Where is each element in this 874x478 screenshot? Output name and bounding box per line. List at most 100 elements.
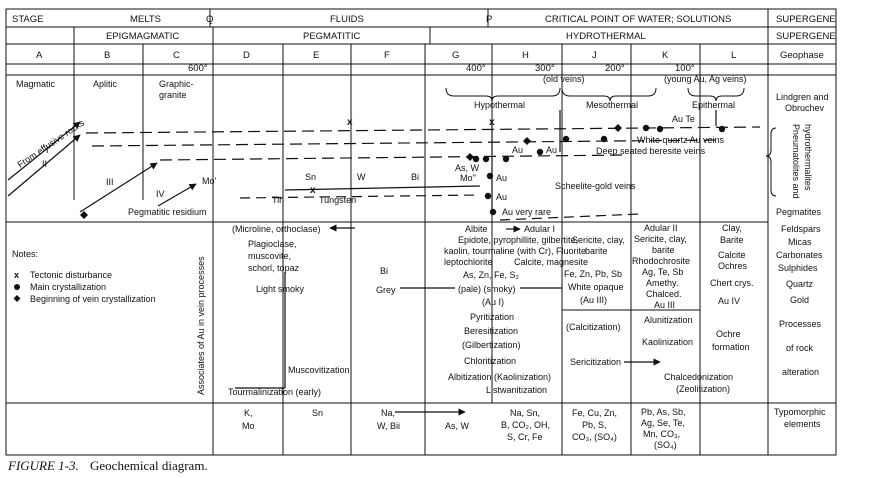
header-supergene-2: SUPERGENE [776,31,836,42]
col-f: F [384,50,390,61]
legend-main: Main crystallization [30,282,106,292]
header-q: Q [206,14,213,25]
label-tin: Tin [272,195,284,205]
col-j: J [592,50,597,61]
mineral-white-opaque: White opaque [568,282,624,292]
typo-f-2: W, Bii [377,421,400,431]
line-effusive-upper [7,121,81,181]
diamond-beginning [614,124,622,132]
stage-mesothermal: Mesothermal [586,100,638,110]
label-au-3: Au [512,145,523,155]
typo-k-4: (SO₄) [654,440,677,450]
sg-typomorphic-1: Typomorphic [774,407,826,417]
typo-k-3: Mn, CO₃, [643,429,680,439]
process-chloritization: Chloritization [464,356,516,366]
header-hydrothermal: HYDROTHERMAL [566,31,646,42]
dot-main [600,135,608,143]
processes: Pyritization Beresitization (Gilbertizat… [228,312,750,397]
notes-title: Notes: [12,249,38,259]
caption-figure-number: FIGURE 1-3. [8,458,79,473]
typo-e-1: Sn [312,408,323,418]
table-grid [5,8,837,456]
temp-300: 300° [535,63,555,74]
header-supergene: SUPERGENE [776,14,836,25]
col-a: A [36,50,43,61]
sg-typomorphic-2: elements [784,419,821,429]
label-white-quartz: White quartz Au veins [637,135,725,145]
markers: x x x [80,117,726,219]
dot-main [562,135,570,143]
typo-d-1: K, [244,408,253,418]
label-mo-prime: Mo' [202,176,217,186]
brace-hypothermal [445,87,561,102]
stage-labels: Magmatic Aplitic Graphic- granite (old v… [16,74,829,199]
col-g: G [452,50,459,61]
mineral-barite-l: Barite [720,235,744,245]
typo-j-3: CO₃, (SO₄) [572,432,617,442]
mineral-grey: Grey [376,285,396,295]
cross-tectonic: x [489,117,495,128]
legend-beginning-icon [13,295,21,302]
process-ochre-2: formation [712,342,750,352]
header-row-3: A B C 600° D E F G 400° H 300° J 200° K … [36,50,824,74]
mineral-chert: Chert crys. [710,278,754,288]
process-ochre-1: Ochre [716,329,741,339]
process-listwanitization: Listwanitization [486,385,547,395]
figure-caption: FIGURE 1-3. Geochemical diagram. [8,458,208,474]
dot-main [502,155,510,163]
mineral-barite-k: barite [652,245,675,255]
col-c: C [173,50,180,61]
sg-processes-1: Processes [779,319,822,329]
brace-epithermal [687,87,745,102]
label-lindgren-1: Lindgren and [776,92,829,102]
process-beresitization: Beresitization [464,326,518,336]
mineral-au3: (Au III) [580,295,607,305]
label-scheelite: Scheelite-gold veins [555,181,636,191]
dash-line-tin [239,194,481,199]
mineral-kaolin: kaolin, tourmaline (with Cr), Fluorite [444,246,586,256]
mineral-au1: (Au I) [482,297,504,307]
mineral-chalced: Chalced. [646,289,682,299]
process-alunitization: Alunitization [644,315,693,325]
col-k: K [662,50,669,61]
dot-main [536,148,544,156]
col-d: D [243,50,250,61]
label-au-4: Au [546,145,557,155]
label-mo-double: Mo'' [460,173,476,183]
legend-beginning: Beginning of vein crystallization [30,294,156,304]
dot-main [482,155,490,163]
col-h: H [522,50,529,61]
typo-d-2: Mo [242,421,255,431]
label-beresite: Deep seated beresite veins [596,146,706,156]
label-tungsten: Tungsten [319,195,356,205]
stage-braces [445,87,777,197]
label-residium: Pegmatitic residium [128,207,207,217]
label-as-w: As, W [455,163,480,173]
sg-processes-2: of rock [786,343,814,353]
brace-supergene [765,127,777,197]
sg-quartz: Quartz [786,279,814,289]
process-zeolitization: (Zeolitization) [676,384,730,394]
sg-pegmatites: Pegmatites [776,207,822,217]
label-au-very-rare: Au very rare [502,207,551,217]
typo-k-1: Pb, As, Sb, [641,407,686,417]
caption-title: Geochemical diagram. [90,458,208,473]
typo-h-2: B, CO₂, OH, [501,420,550,430]
mineral-muscovite: muscovite, [248,251,291,261]
col-l: L [731,50,736,61]
typo-j-2: Pb, S, [582,420,607,430]
label-young-veins: (young Au, Ag veins) [664,74,747,84]
mineral-schorl: schorl, topaz [248,263,300,273]
process-gilbertization: (Gilbertization) [462,340,521,350]
mineral-bi: Bi [380,266,388,276]
header-row-2: EPIGMAGMATIC PEGMATITIC HYDROTHERMAL SUP… [106,31,836,42]
mineral-microline: (Microline, orthoclase) [232,224,321,234]
cross-tectonic: x [347,117,353,128]
process-muscovitization: Muscovitization [288,365,350,375]
label-effusive: From effusive rocks [16,117,87,169]
typo-f-1: Na, [381,408,395,418]
dash-line-2 [91,139,721,147]
mineral-ag-te-sb: Ag, Te, Sb [642,267,683,277]
line-iv [157,183,197,207]
